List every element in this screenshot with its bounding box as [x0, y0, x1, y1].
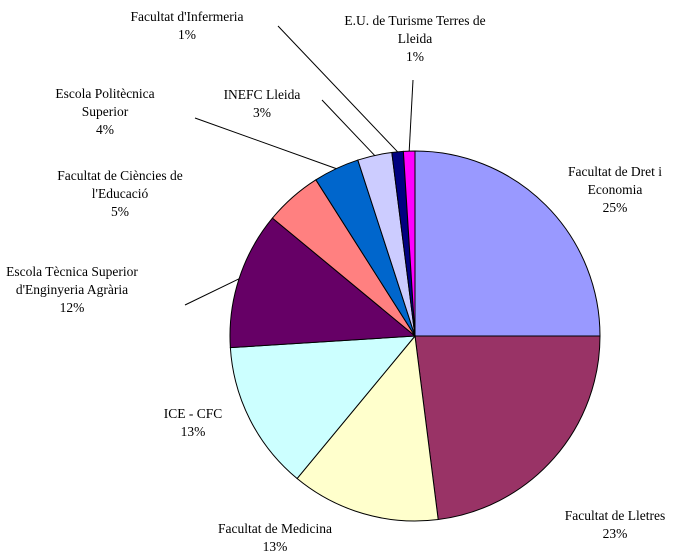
slice-label: Facultat d'Infermeria 1% [107, 8, 267, 44]
value-label: 23% [602, 526, 628, 541]
leader-line [184, 278, 240, 306]
category-label: E.U. de Turisme Terres de Lleida [344, 13, 486, 46]
value-label: 1% [178, 27, 196, 42]
category-label: ICE - CFC [163, 406, 223, 421]
value-label: 13% [262, 539, 288, 554]
leader-line [277, 25, 398, 153]
pie-slice [414, 150, 601, 337]
category-label: Facultat d'Infermeria [130, 9, 244, 24]
value-label: 1% [406, 49, 424, 64]
slice-label: INEFC Lleida 3% [207, 86, 317, 122]
slice-label: ICE - CFC 13% [153, 405, 233, 441]
value-label: 12% [59, 300, 85, 315]
pie-slice [414, 335, 601, 521]
category-label: Facultat de Lletres [564, 508, 666, 523]
category-label: INEFC Lleida [223, 87, 301, 102]
pie-slice [296, 334, 439, 522]
category-label: Escola Politècnica Superior [55, 86, 155, 119]
pie-slice [229, 335, 417, 480]
category-label: Facultat de Dret i Economia [567, 164, 663, 197]
value-label: 25% [602, 200, 628, 215]
value-label: 5% [111, 204, 129, 219]
category-label: Escola Tècnica Superior d'Enginyeria Agr… [6, 264, 138, 297]
slice-label: Facultat de Ciències de l'Educació 5% [48, 167, 193, 221]
slice-label: Facultat de Medicina 13% [195, 520, 355, 556]
value-label: 4% [96, 122, 114, 137]
slice-label: Facultat de Lletres 23% [540, 507, 681, 543]
category-label: Facultat de Ciències de l'Educació [57, 168, 183, 201]
value-label: 3% [253, 105, 271, 120]
slice-label: Escola Politècnica Superior 4% [40, 85, 170, 139]
value-label: 13% [180, 424, 206, 439]
leader-line [321, 99, 376, 156]
leader-line [194, 117, 337, 170]
leader-line [408, 79, 414, 152]
slice-label: Facultat de Dret i Economia 25% [550, 163, 680, 217]
slice-label: Escola Tècnica Superior d'Enginyeria Agr… [0, 263, 145, 317]
pie-slice [229, 217, 417, 349]
category-label: Facultat de Medicina [218, 521, 332, 536]
slice-label: E.U. de Turisme Terres de Lleida 1% [333, 12, 498, 66]
